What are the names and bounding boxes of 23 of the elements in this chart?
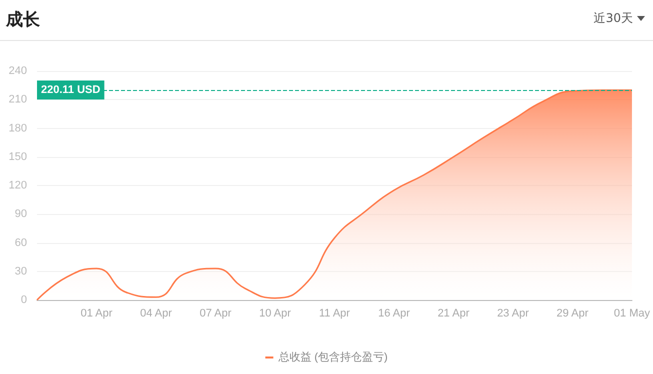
- y-tick-label: 150: [8, 150, 27, 163]
- y-tick-label: 90: [14, 208, 27, 220]
- x-tick-label: 23 Apr: [497, 308, 530, 320]
- text: 近30天: [594, 10, 633, 27]
- y-tick-label: 60: [14, 236, 27, 249]
- y-tick-label: 0: [20, 294, 27, 306]
- x-tick-label: 07 Apr: [200, 308, 232, 320]
- x-tick-label: 16 Apr: [378, 308, 410, 320]
- y-tick-label: 240: [8, 65, 27, 77]
- chart-title: 成长: [6, 9, 40, 31]
- x-tick-label: 04 Apr: [140, 308, 172, 320]
- ref-line-label: 220.11 USD: [41, 84, 100, 96]
- x-tick-label: 01 Apr: [80, 308, 113, 320]
- legend-label: 总收益 (包含持仓盈亏): [277, 350, 388, 364]
- y-tick-label: 180: [8, 122, 27, 134]
- y-tick-label: 30: [14, 265, 27, 278]
- x-tick-label: 29 Apr: [556, 308, 589, 320]
- y-tick-label: 210: [8, 94, 27, 106]
- y-tick-label: 120: [8, 180, 27, 192]
- x-tick-label: 11 Apr: [318, 308, 350, 320]
- x-tick-label: 21 Apr: [438, 308, 470, 320]
- x-tick-label: 01 May: [614, 308, 650, 320]
- x-tick-label: 10 Apr: [259, 308, 292, 320]
